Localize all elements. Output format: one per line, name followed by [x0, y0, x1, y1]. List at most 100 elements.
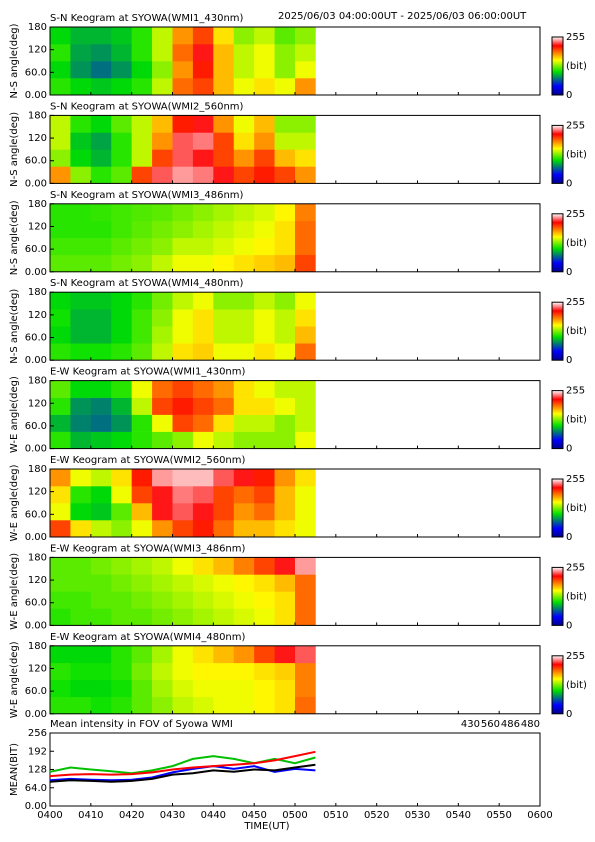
- y-tick-label: 256: [28, 728, 47, 739]
- heat-cell: [254, 431, 275, 449]
- heat-cell: [152, 237, 173, 256]
- heat-cell: [70, 469, 92, 487]
- heat-cell: [295, 679, 316, 698]
- heat-cell: [274, 61, 296, 79]
- heat-cell: [111, 520, 132, 538]
- heat-cell: [152, 486, 173, 504]
- heat-cell: [111, 397, 132, 415]
- heat-cell: [213, 431, 235, 449]
- heat-cell: [274, 292, 296, 310]
- y-tick-label: 60.0: [25, 333, 47, 344]
- heat-cell: [213, 469, 235, 487]
- heat-cell: [152, 309, 173, 327]
- x-tick-label: 0550: [486, 810, 511, 821]
- heat-cell: [50, 326, 71, 344]
- heat-cell: [172, 696, 194, 715]
- heat-cell: [172, 203, 194, 222]
- y-tick-label: 120: [28, 663, 47, 674]
- heat-cell: [192, 679, 214, 698]
- heat-cell: [274, 645, 296, 664]
- heat-cell: [172, 486, 194, 504]
- y-tick-label: 60.0: [25, 509, 47, 520]
- y-tick-label: 60.0: [25, 421, 47, 432]
- heat-cell: [152, 203, 173, 222]
- heat-cell: [254, 61, 275, 79]
- heat-cell: [192, 254, 214, 273]
- heat-cell: [172, 380, 194, 398]
- heat-cell: [152, 292, 173, 310]
- heat-cell: [152, 254, 173, 273]
- colorbar-tick-label: 0: [566, 620, 572, 631]
- heat-cell: [90, 380, 112, 398]
- heat-cell: [131, 469, 153, 487]
- heat-cell: [152, 166, 173, 184]
- heat-cell: [254, 380, 275, 398]
- heat-cell: [172, 61, 194, 79]
- y-axis-label: MEAN(BIT): [9, 743, 20, 796]
- heat-cell: [131, 397, 153, 415]
- heat-cell: [274, 574, 296, 592]
- y-tick-label: 180: [28, 464, 47, 475]
- y-tick-label: 60.0: [25, 156, 47, 167]
- heat-cell: [213, 115, 235, 133]
- heat-cell: [70, 149, 92, 167]
- colorbar-tick-label: 255: [566, 297, 585, 308]
- heat-cell: [90, 78, 112, 96]
- colorbar: [551, 655, 564, 715]
- heat-cell: [274, 237, 296, 256]
- heat-cell: [295, 486, 316, 504]
- heat-cell: [254, 645, 275, 664]
- heat-cell: [192, 61, 214, 79]
- heat-cell: [111, 343, 132, 361]
- heat-cell: [70, 203, 92, 222]
- heat-cell: [233, 397, 255, 415]
- heat-cell: [233, 78, 255, 96]
- heat-cell: [274, 696, 296, 715]
- heat-cell: [295, 149, 316, 167]
- panel-title: E-W Keogram at SYOWA(WMI2_560nm): [50, 455, 246, 466]
- heat-cell: [213, 27, 235, 45]
- legend-entry: 480: [521, 719, 540, 730]
- heat-cell: [254, 503, 275, 521]
- heat-cell: [274, 608, 296, 626]
- heat-cell: [233, 343, 255, 361]
- heat-cell: [254, 343, 275, 361]
- heat-cell: [152, 326, 173, 344]
- heat-cell: [131, 309, 153, 327]
- heat-cell: [213, 574, 235, 592]
- y-tick-label: 120: [28, 398, 47, 409]
- heat-cell: [152, 220, 173, 239]
- heat-cell: [50, 254, 71, 273]
- heat-cell: [131, 61, 153, 79]
- heat-cell: [131, 292, 153, 310]
- colorbar-label: (bit): [566, 680, 587, 691]
- heat-cell: [295, 44, 316, 62]
- heat-cell: [111, 591, 132, 609]
- heat-cell: [254, 132, 275, 150]
- heat-cell: [111, 414, 132, 432]
- heat-cell: [295, 61, 316, 79]
- heat-cell: [70, 254, 92, 273]
- heat-cell: [254, 166, 275, 184]
- y-tick-label: 0.00: [25, 709, 47, 720]
- y-tick-label: 128: [28, 765, 47, 776]
- heat-cell: [50, 61, 71, 79]
- heat-cell: [213, 503, 235, 521]
- heat-cell: [295, 469, 316, 487]
- heat-cell: [233, 469, 255, 487]
- x-tick-label: 0410: [78, 810, 103, 821]
- heat-cell: [90, 591, 112, 609]
- heat-cell: [172, 557, 194, 575]
- heat-cell: [111, 696, 132, 715]
- heat-cell: [50, 645, 71, 664]
- heat-cell: [50, 662, 71, 681]
- heat-cell: [172, 292, 194, 310]
- y-tick-label: 60.0: [25, 67, 47, 78]
- heat-cell: [233, 326, 255, 344]
- heat-cell: [152, 149, 173, 167]
- heat-cell: [111, 203, 132, 222]
- heat-cell: [295, 503, 316, 521]
- heat-cell: [213, 591, 235, 609]
- heat-cell: [152, 78, 173, 96]
- y-tick-label: 0.00: [25, 801, 47, 812]
